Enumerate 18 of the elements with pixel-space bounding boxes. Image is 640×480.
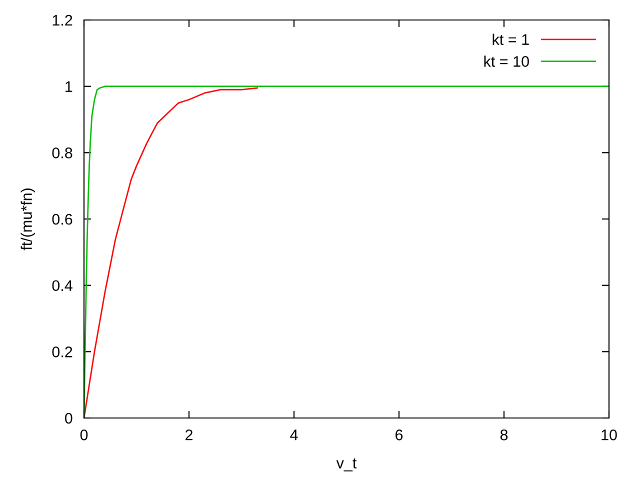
y-tick-label: 0.2	[52, 346, 72, 358]
y-axis-title: ft/(mu*fn)	[20, 188, 35, 250]
y-tick-label: 0.4	[52, 280, 72, 292]
y-tick-label: 0.8	[52, 148, 72, 158]
y-tick-label: 0.6	[52, 214, 72, 225]
line-series	[84, 87, 258, 418]
legend-label: kt = 10	[484, 56, 529, 67]
y-tick-label: 1	[66, 81, 72, 92]
x-tick-label: 4	[290, 430, 298, 440]
x-tick-label: 8	[500, 430, 508, 440]
x-tick-label: 6	[396, 430, 403, 440]
x-tick-label: 0	[80, 430, 88, 440]
legend-label: kt = 1	[492, 34, 529, 45]
x-axis-title: v_t	[336, 458, 357, 472]
y-tick-label: 0	[64, 412, 72, 424]
x-tick-label: 2	[186, 430, 192, 440]
x-tick-label: 10	[602, 430, 617, 440]
y-tick-label: 1.2	[52, 14, 72, 26]
